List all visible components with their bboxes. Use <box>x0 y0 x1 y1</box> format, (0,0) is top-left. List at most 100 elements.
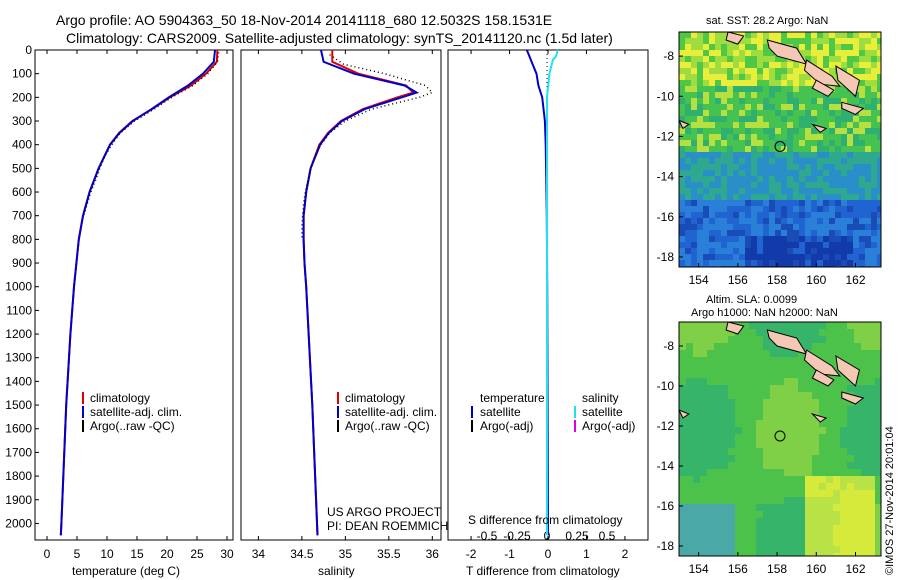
heatmap-cell <box>697 56 703 62</box>
heatmap-cell <box>749 434 756 441</box>
heatmap-cell <box>697 236 703 242</box>
heatmap-cell <box>721 392 728 399</box>
heatmap-cell <box>751 248 757 254</box>
heatmap-cell <box>826 329 833 336</box>
heatmap-cell <box>686 336 693 343</box>
heatmap-cell <box>811 56 817 62</box>
heatmap-cell <box>826 343 833 350</box>
heatmap-cell <box>840 511 847 518</box>
s-difference-x-axis: -0.5 -0.25 0 0.25 0.5 <box>477 529 616 543</box>
heatmap-cell <box>763 392 770 399</box>
heatmap-cell <box>709 140 715 146</box>
heatmap-cell <box>835 140 841 146</box>
salinity-panel: 34 34.5 35 35.5 36 salinity climatology sate… <box>240 49 448 578</box>
heatmap-cell <box>703 56 709 62</box>
heatmap-cell <box>697 248 703 254</box>
heatmap-cell <box>751 218 757 224</box>
heatmap-cell <box>787 140 793 146</box>
heatmap-cell <box>703 170 709 176</box>
heatmap-cell <box>847 441 854 448</box>
heatmap-cell <box>859 146 865 152</box>
heatmap-cell <box>721 242 727 248</box>
heatmap-cell <box>693 553 700 556</box>
heatmap-cell <box>798 476 805 483</box>
map-y-tick-label: -16 <box>657 499 675 513</box>
heatmap-cell <box>691 116 697 122</box>
heatmap-cell <box>811 50 817 56</box>
heatmap-cell <box>781 122 787 128</box>
heatmap-cell <box>757 32 763 38</box>
heatmap-cell <box>728 539 735 546</box>
heatmap-cell <box>826 546 833 553</box>
heatmap-cell <box>763 427 770 434</box>
heatmap-cell <box>823 242 829 248</box>
heatmap-cell <box>709 38 715 44</box>
island-shape <box>835 355 860 387</box>
heatmap-cell <box>859 182 865 188</box>
heatmap-cell <box>733 44 739 50</box>
heatmap-cell <box>691 260 697 266</box>
heatmap-cell <box>817 182 823 188</box>
heatmap-cell <box>697 32 703 38</box>
heatmap-cell <box>784 553 791 556</box>
heatmap-cell <box>721 364 728 371</box>
heatmap-cell <box>742 385 749 392</box>
heatmap-cell <box>853 254 859 260</box>
heatmap-cell <box>777 476 784 483</box>
y-tick-label: 200 <box>12 90 32 104</box>
heatmap-cell <box>817 92 823 98</box>
heatmap-cell <box>691 80 697 86</box>
heatmap-cell <box>685 140 691 146</box>
x-tick-label: 1 <box>583 547 590 561</box>
heatmap-cell <box>835 38 841 44</box>
heatmap-cell <box>714 350 721 357</box>
heatmap-cell <box>793 188 799 194</box>
heatmap-cell <box>841 200 847 206</box>
heatmap-cell <box>823 98 829 104</box>
heatmap-cell <box>777 371 784 378</box>
heatmap-cell <box>847 260 853 266</box>
heatmap-cell <box>707 553 714 556</box>
heatmap-cell <box>745 260 751 266</box>
heatmap-cell <box>775 254 781 260</box>
heatmap-cell <box>727 134 733 140</box>
heatmap-cell <box>840 434 847 441</box>
heatmap-cell <box>739 188 745 194</box>
heatmap-cell <box>756 427 763 434</box>
heatmap-cell <box>733 98 739 104</box>
heatmap-cell <box>853 230 859 236</box>
heatmap-cell <box>721 260 727 266</box>
heatmap-cell <box>685 32 691 38</box>
heatmap-cell <box>727 146 733 152</box>
heatmap-cell <box>714 364 721 371</box>
heatmap-cell <box>721 194 727 200</box>
heatmap-cell <box>799 206 805 212</box>
heatmap-cell <box>833 546 840 553</box>
heatmap-cell <box>763 194 769 200</box>
heatmap-cell <box>868 469 875 476</box>
heatmap-cell <box>871 122 877 128</box>
heatmap-cell <box>751 146 757 152</box>
heatmap-cell <box>749 525 756 532</box>
heatmap-cell <box>840 483 847 490</box>
heatmap-cell <box>709 68 715 74</box>
heatmap-cell <box>685 44 691 50</box>
heatmap-cell <box>826 336 833 343</box>
heatmap-cell <box>769 116 775 122</box>
heatmap-cell <box>868 322 875 329</box>
heatmap-cell <box>877 152 881 158</box>
sla-heatmap <box>679 322 881 556</box>
heatmap-cell <box>847 504 854 511</box>
heatmap-cell <box>763 104 769 110</box>
heatmap-cell <box>829 68 835 74</box>
heatmap-cell <box>709 50 715 56</box>
heatmap-cell <box>865 56 871 62</box>
heatmap-cell <box>703 158 709 164</box>
heatmap-cell <box>739 38 745 44</box>
heatmap-cell <box>865 206 871 212</box>
heatmap-cell <box>679 448 686 455</box>
legend-label-s-satellite: satellite <box>582 405 623 419</box>
heatmap-cell <box>693 476 700 483</box>
heatmap-cell <box>756 441 763 448</box>
heatmap-cell <box>841 44 847 50</box>
